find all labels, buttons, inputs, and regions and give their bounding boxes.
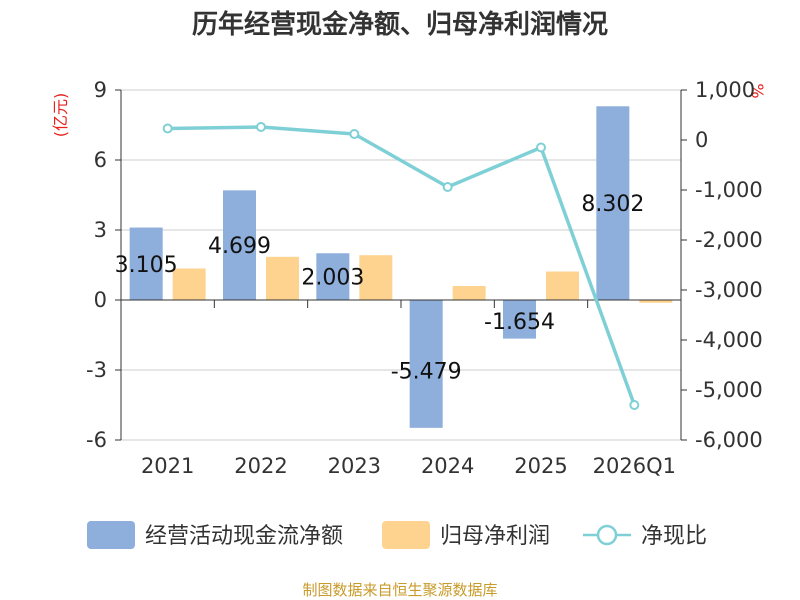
- legend: 经营活动现金流净额 归母净利润 净现比: [87, 521, 707, 549]
- ratio-point: [629, 400, 640, 410]
- axes: 9 6 3 0 -3 -6 1,000 0 -1,000 -2,000 -3,000 -4,000 -5…: [86, 78, 763, 478]
- bar-operating-cash-flow: [129, 227, 163, 300]
- bar-operating-cash-flow: [409, 300, 443, 428]
- legend-marker: [596, 524, 618, 546]
- legend-swatch: [382, 521, 430, 549]
- bar-value-label: 3.105: [115, 253, 178, 278]
- ratio-line: [162, 122, 640, 410]
- bar-value-label: 8.302: [581, 192, 644, 217]
- ratio-point: [536, 142, 546, 153]
- data-labels: 3.105 4.699 2.003 -5.479 -1.654 8.302: [115, 192, 645, 384]
- left-tick-label: 0: [94, 288, 107, 312]
- bar-net-profit: [359, 255, 393, 300]
- right-tick-label: -4,000: [695, 328, 763, 352]
- bar-operating-cash-flow: [316, 253, 350, 300]
- bar-value-label: 4.699: [208, 234, 271, 259]
- legend-swatch: [87, 521, 135, 549]
- chart-title: 历年经营现金净额、归母净利润情况: [192, 9, 608, 40]
- category-label: 2025: [514, 454, 567, 478]
- left-tick-label: -3: [86, 358, 107, 382]
- right-tick-label: 1,000: [695, 78, 755, 102]
- right-tick-label: -6,000: [695, 428, 763, 452]
- legend-item: 净现比: [583, 524, 707, 549]
- bar-value-label: 2.003: [301, 266, 364, 291]
- legend-label: 归母净利润: [440, 524, 550, 549]
- ratio-line-path: [167, 125, 636, 406]
- ratio-point: [349, 129, 360, 139]
- right-tick-label: -5,000: [695, 378, 763, 402]
- category-label: 2021: [141, 454, 194, 478]
- bar-net-profit: [266, 256, 299, 300]
- bar-value-label: -1.654: [484, 310, 555, 335]
- legend-item: 归母净利润: [382, 521, 550, 549]
- bar-net-profit: [639, 300, 673, 303]
- data-source: 制图数据来自恒生聚源数据库: [302, 581, 497, 599]
- left-tick-label: -6: [86, 428, 107, 452]
- left-tick-label: 6: [94, 148, 107, 172]
- right-tick-label: -1,000: [695, 178, 763, 202]
- right-tick-label: 0: [695, 128, 708, 152]
- bar-operating-cash-flow: [596, 106, 630, 300]
- bars: [129, 106, 673, 428]
- right-tick-label: -2,000: [695, 228, 763, 252]
- legend-label: 经营活动现金流净额: [145, 524, 343, 549]
- ratio-point: [442, 182, 453, 192]
- bar-net-profit: [546, 271, 579, 300]
- category-label: 2022: [234, 454, 287, 478]
- left-axis-unit: (亿元): [51, 93, 70, 138]
- category-label: 2023: [328, 454, 381, 478]
- legend-item: 经营活动现金流净额: [87, 521, 343, 549]
- right-tick-label: -3,000: [695, 278, 763, 302]
- legend-label: 净现比: [641, 524, 707, 549]
- bar-operating-cash-flow: [223, 190, 256, 300]
- bar-value-label: -5.479: [391, 359, 462, 384]
- ratio-point: [162, 123, 173, 134]
- left-tick-label: 3: [94, 218, 107, 242]
- category-label: 2026Q1: [593, 454, 676, 478]
- bar-operating-cash-flow: [503, 300, 536, 339]
- category-label: 2024: [421, 454, 474, 478]
- left-tick-label: 9: [94, 78, 107, 102]
- right-axis-unit: %: [748, 83, 767, 98]
- bar-net-profit: [452, 286, 486, 300]
- ratio-point: [256, 122, 266, 132]
- bar-net-profit: [172, 268, 206, 300]
